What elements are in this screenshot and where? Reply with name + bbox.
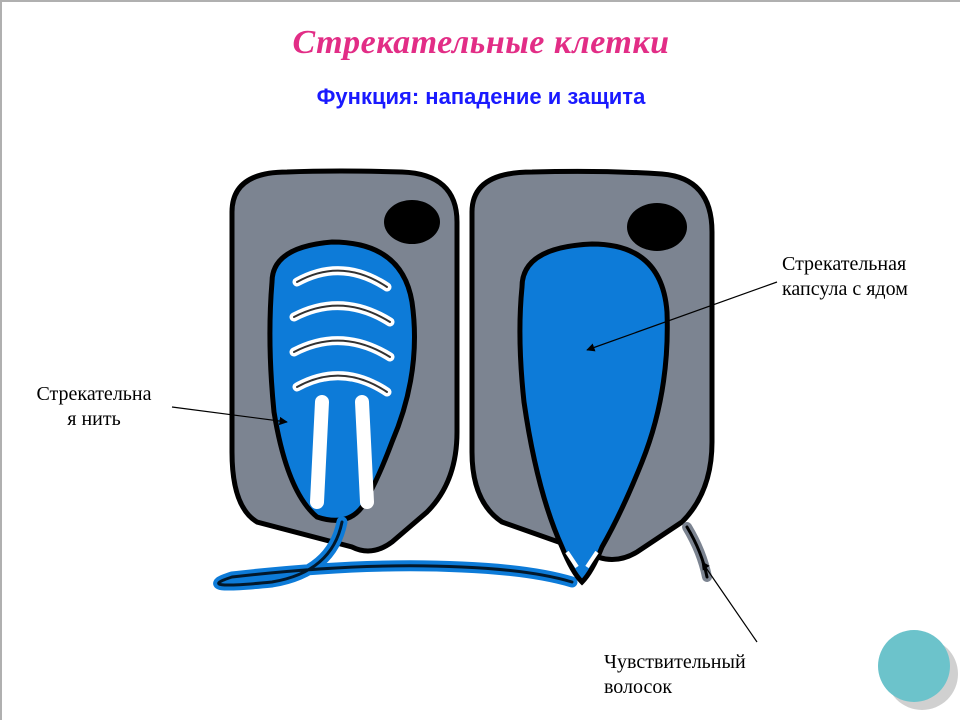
label-capsule: Стрекательная капсула с ядом [782,252,908,302]
subtitle-text: Функция: нападение и защита [317,84,646,109]
deco-circle [878,630,950,702]
label-capsule-l1: Стрекательная [782,253,906,275]
right-nucleus [627,203,687,251]
label-thread-l2: я нить [67,408,120,430]
label-hair-l1: Чувствительный [604,651,746,673]
right-cell [472,171,712,582]
label-hair: Чувствительный волосок [604,650,746,700]
slide-frame: Стрекательные клетки Функция: нападение … [0,0,960,720]
label-capsule-l2: капсула с ядом [782,278,908,300]
label-thread: Стрекательна я нить [14,382,174,432]
label-thread-l1: Стрекательна [36,383,151,405]
title-text: Стрекательные клетки [293,24,670,61]
cnidocyte-diagram [202,152,722,612]
diagram-container [202,152,722,612]
left-nucleus [384,200,440,244]
slide-title: Стрекательные клетки [2,24,960,62]
slide-subtitle: Функция: нападение и защита [2,84,960,110]
label-hair-l2: волосок [604,676,672,698]
